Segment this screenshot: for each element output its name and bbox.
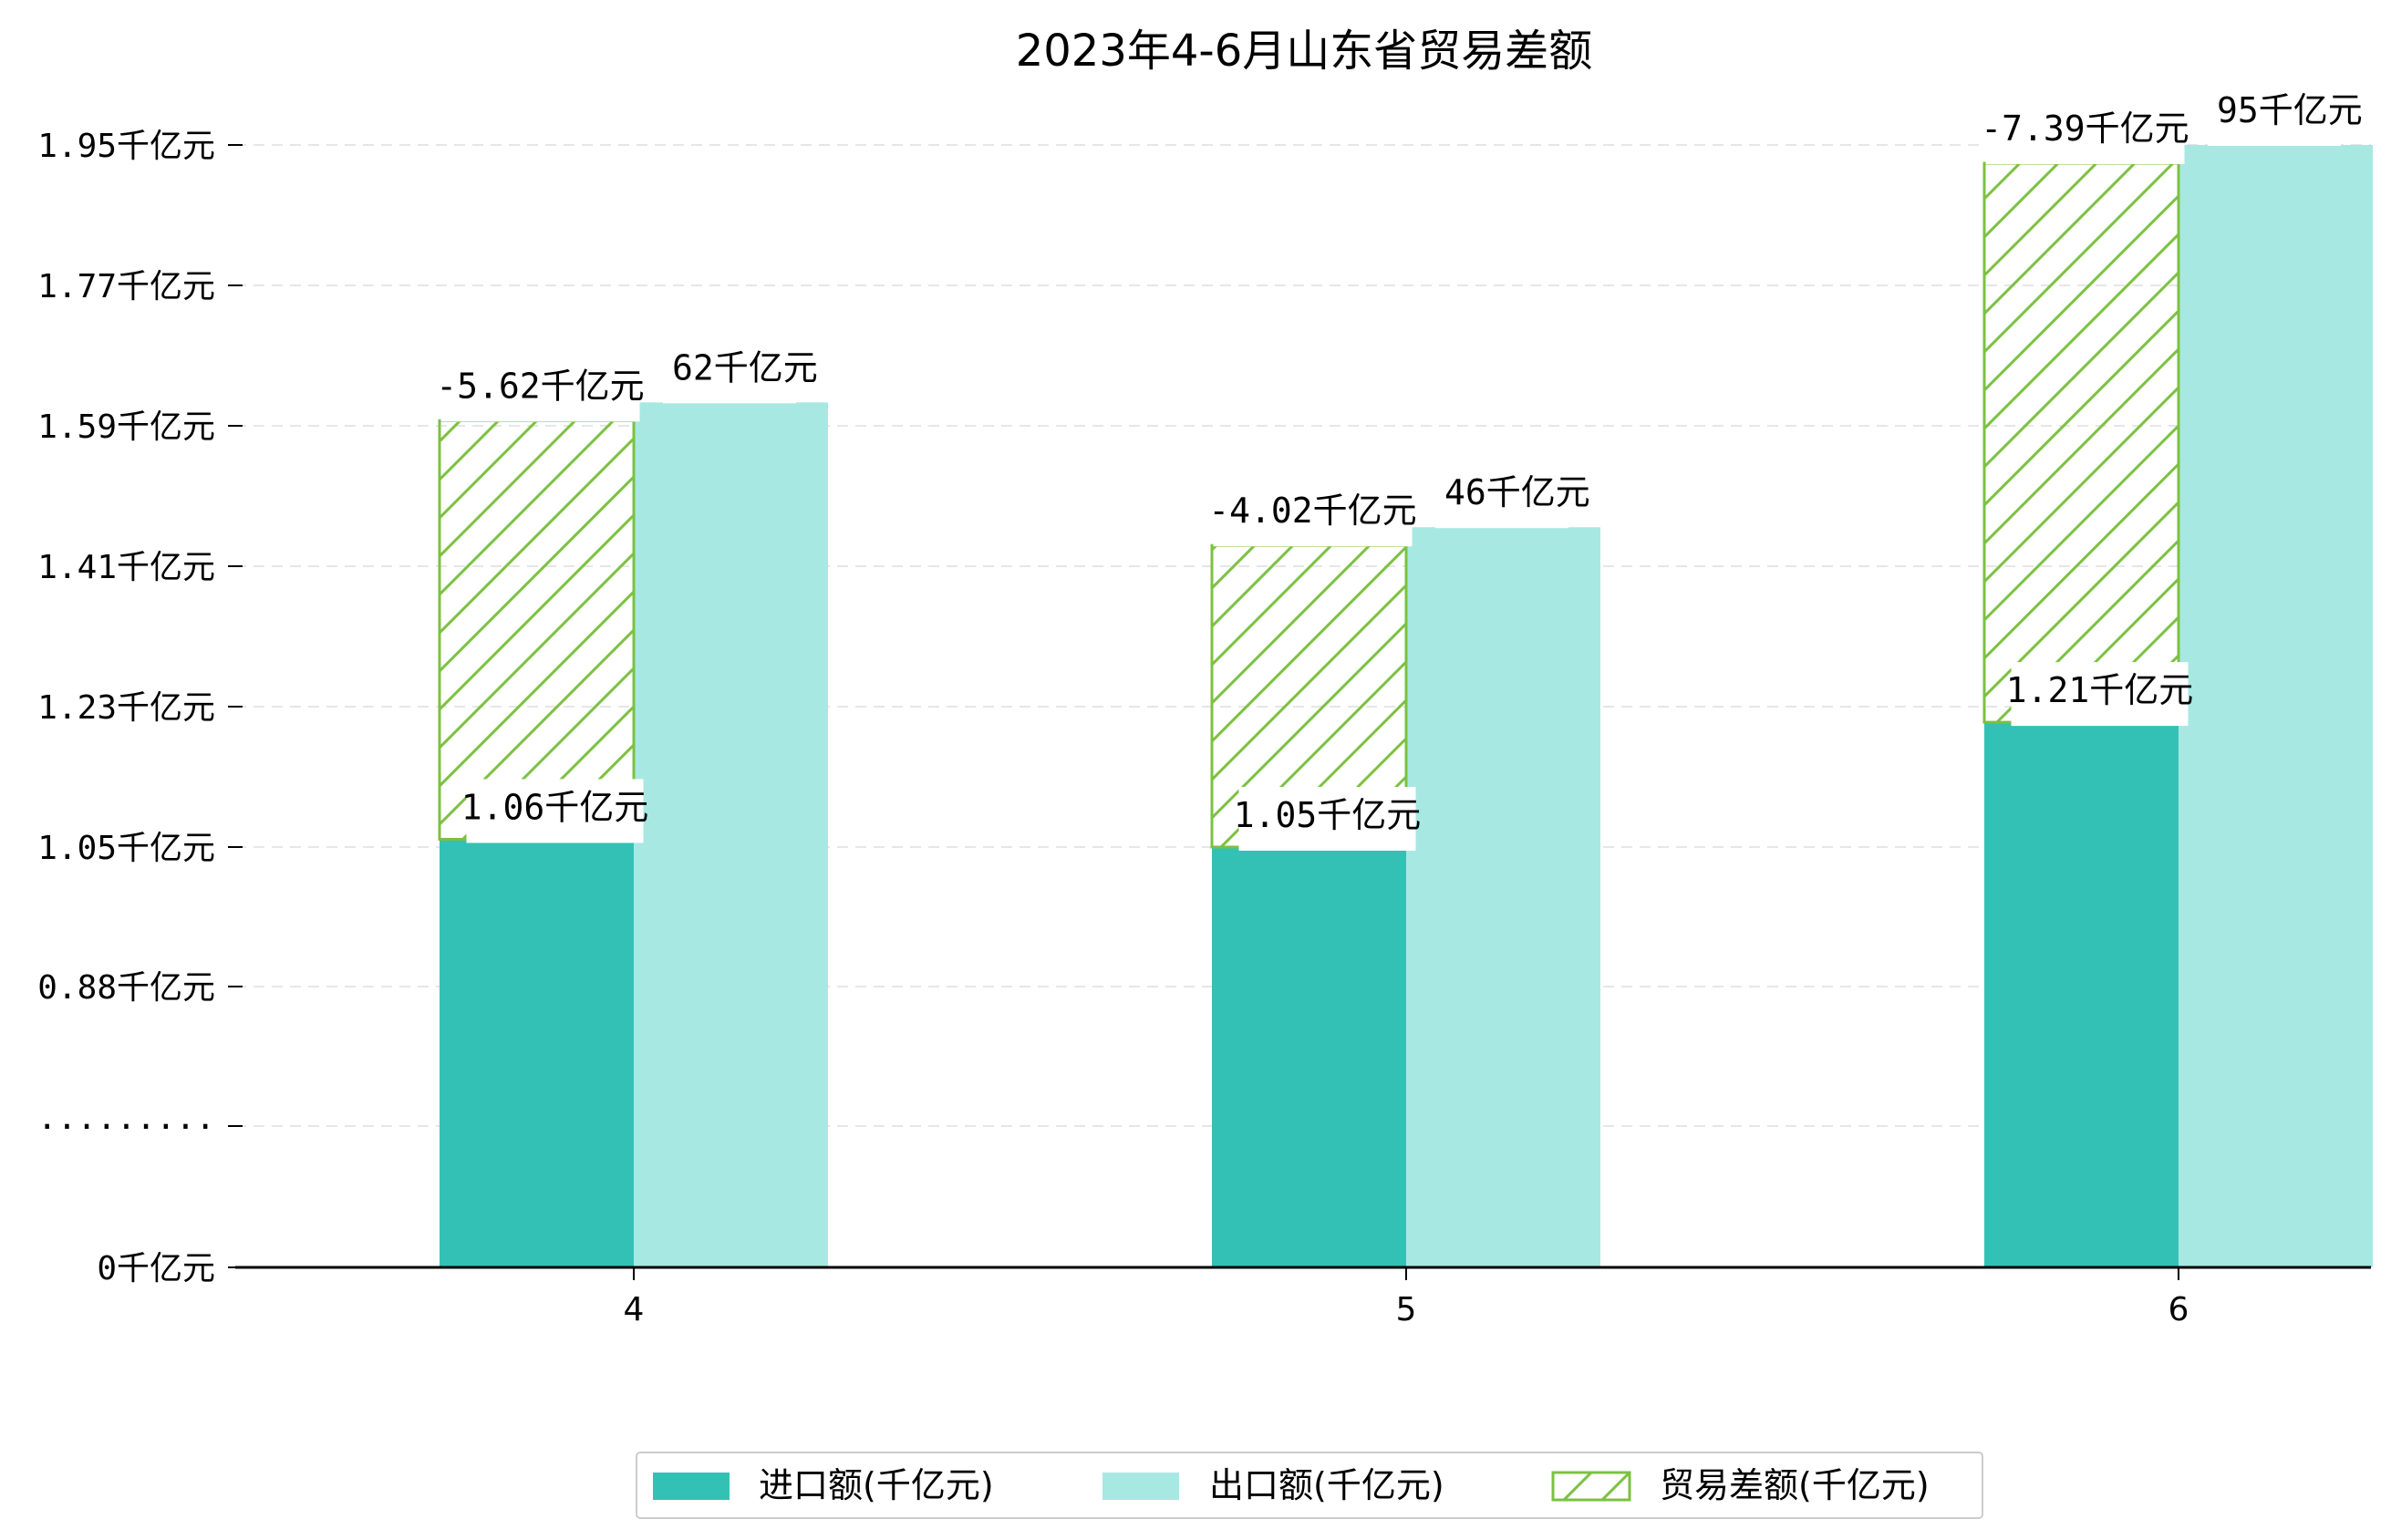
- y-tick-label: 0千亿元: [97, 1250, 215, 1287]
- data-label-import-group: 1.21千亿元: [2006, 662, 2194, 727]
- data-label-balance: -5.62千亿元: [436, 366, 644, 406]
- y-tick-label: 1.05千亿元: [37, 830, 215, 867]
- data-label-import-group: 1.06千亿元: [461, 779, 649, 843]
- y-tick-label: 1.77千亿元: [37, 268, 215, 305]
- bar-export: [2179, 145, 2373, 1267]
- data-label-import-box: [2011, 662, 2189, 727]
- y-tick-label: ·········: [37, 1109, 215, 1146]
- bar-import: [440, 839, 634, 1267]
- legend-frame: [636, 1452, 1983, 1519]
- bar-balance: [1982, 161, 2180, 724]
- x-tick-label: 4: [624, 1291, 645, 1328]
- data-label-import: 1.06千亿元: [461, 787, 649, 827]
- data-label-import-box: [1238, 787, 1416, 851]
- data-label-balance-group: -4.02千亿元: [1208, 482, 1417, 547]
- data-label-import: 1.21千亿元: [2006, 670, 2194, 710]
- legend-label-1: 进口额(千亿元): [759, 1465, 994, 1505]
- data-label-balance-box: [1985, 100, 2185, 164]
- bar-import: [1212, 847, 1406, 1267]
- data-label-export-box: [1435, 464, 1568, 529]
- data-label-balance-group: -7.39千亿元: [1981, 100, 2189, 164]
- legend: 进口额(千亿元) 出口额(千亿元) 贸易差额(千亿元): [636, 1452, 1983, 1519]
- legend-swatch-1: [653, 1473, 730, 1500]
- data-label-balance-box: [1213, 482, 1413, 547]
- bar-layer: [438, 145, 2373, 1267]
- data-label-import-box: [466, 779, 644, 843]
- data-label-balance: -7.39千亿元: [1981, 109, 2189, 149]
- y-tick-label: 0.88千亿元: [37, 969, 215, 1007]
- y-tick-label: 1.59千亿元: [37, 408, 215, 446]
- label-layer: -5.62千亿元 62千亿元 1.06千亿元 -4.02千亿元 46千亿元 1.05千亿元…: [436, 82, 2363, 851]
- data-label-balance: -4.02千亿元: [1208, 491, 1416, 531]
- bar-export: [1406, 527, 1600, 1267]
- x-tick-label: 6: [2168, 1291, 2189, 1328]
- data-label-export-box: [2208, 82, 2341, 146]
- data-label-export: 62千亿元: [672, 347, 818, 388]
- data-label-export-group: 62千亿元: [663, 339, 818, 404]
- data-label-balance-box: [440, 357, 640, 422]
- x-tick-label: 5: [1396, 1291, 1417, 1328]
- legend-label-2: 出口额(千亿元): [1209, 1465, 1444, 1505]
- bar-export: [634, 402, 828, 1267]
- data-label-export-group: 95千亿元: [2208, 82, 2363, 146]
- data-label-export: 46千亿元: [1444, 472, 1590, 512]
- y-tick-label: 1.41千亿元: [37, 549, 215, 586]
- data-label-export: 95千亿元: [2217, 90, 2363, 130]
- axis-layer: 0千亿元 ········· 0.88千亿元 1.05千亿元 1.23千亿元 1.41千亿…: [37, 128, 2371, 1328]
- data-label-export-box: [663, 339, 796, 404]
- y-tick-label: 1.23千亿元: [37, 689, 215, 727]
- data-label-import-group: 1.05千亿元: [1234, 787, 1422, 851]
- bar-import: [1984, 722, 2179, 1267]
- chart-title: 2023年4-6月山东省贸易差额: [1016, 26, 1593, 77]
- y-tick-label: 1.95千亿元: [37, 128, 215, 165]
- legend-label-3: 贸易差额(千亿元): [1660, 1465, 1930, 1505]
- data-label-export-group: 46千亿元: [1435, 464, 1590, 529]
- legend-swatch-3: [1551, 1471, 1631, 1502]
- data-label-import: 1.05千亿元: [1234, 795, 1422, 835]
- data-label-balance-group: -5.62千亿元: [436, 357, 645, 422]
- legend-swatch-2: [1102, 1473, 1179, 1500]
- bar-balance: [438, 419, 636, 841]
